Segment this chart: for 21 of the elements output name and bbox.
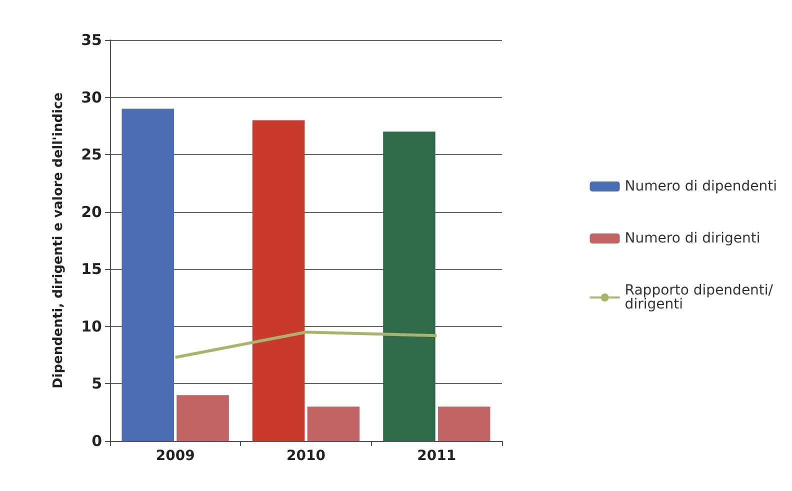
y-tick-label: 0 [92, 432, 102, 450]
x-tick-label: 2009 [156, 448, 195, 464]
y-tick-label: 35 [81, 31, 102, 49]
y-tick-label: 10 [81, 317, 102, 336]
y-axis-title: Dipendenti, dirigenti e valore dell'indice [51, 92, 66, 389]
bar [122, 108, 174, 441]
bar [307, 406, 360, 441]
legend-label: Rapporto dipendenti/dirigenti [624, 282, 774, 312]
bar [438, 406, 490, 441]
x-tick-label: 2010 [286, 448, 326, 464]
bar [383, 132, 436, 441]
legend-label: Numero di dipendenti [624, 178, 778, 194]
bar [176, 395, 229, 441]
y-tick-label: 25 [81, 146, 102, 164]
y-tick-label: 15 [81, 260, 102, 278]
y-tick-label: 20 [81, 202, 102, 221]
y-tick-label: 30 [81, 88, 102, 106]
legend-label: Numero di dirigenti [624, 230, 760, 246]
y-tick-label: 5 [92, 374, 102, 393]
x-tick-label: 2011 [417, 448, 456, 464]
bar [252, 120, 305, 441]
